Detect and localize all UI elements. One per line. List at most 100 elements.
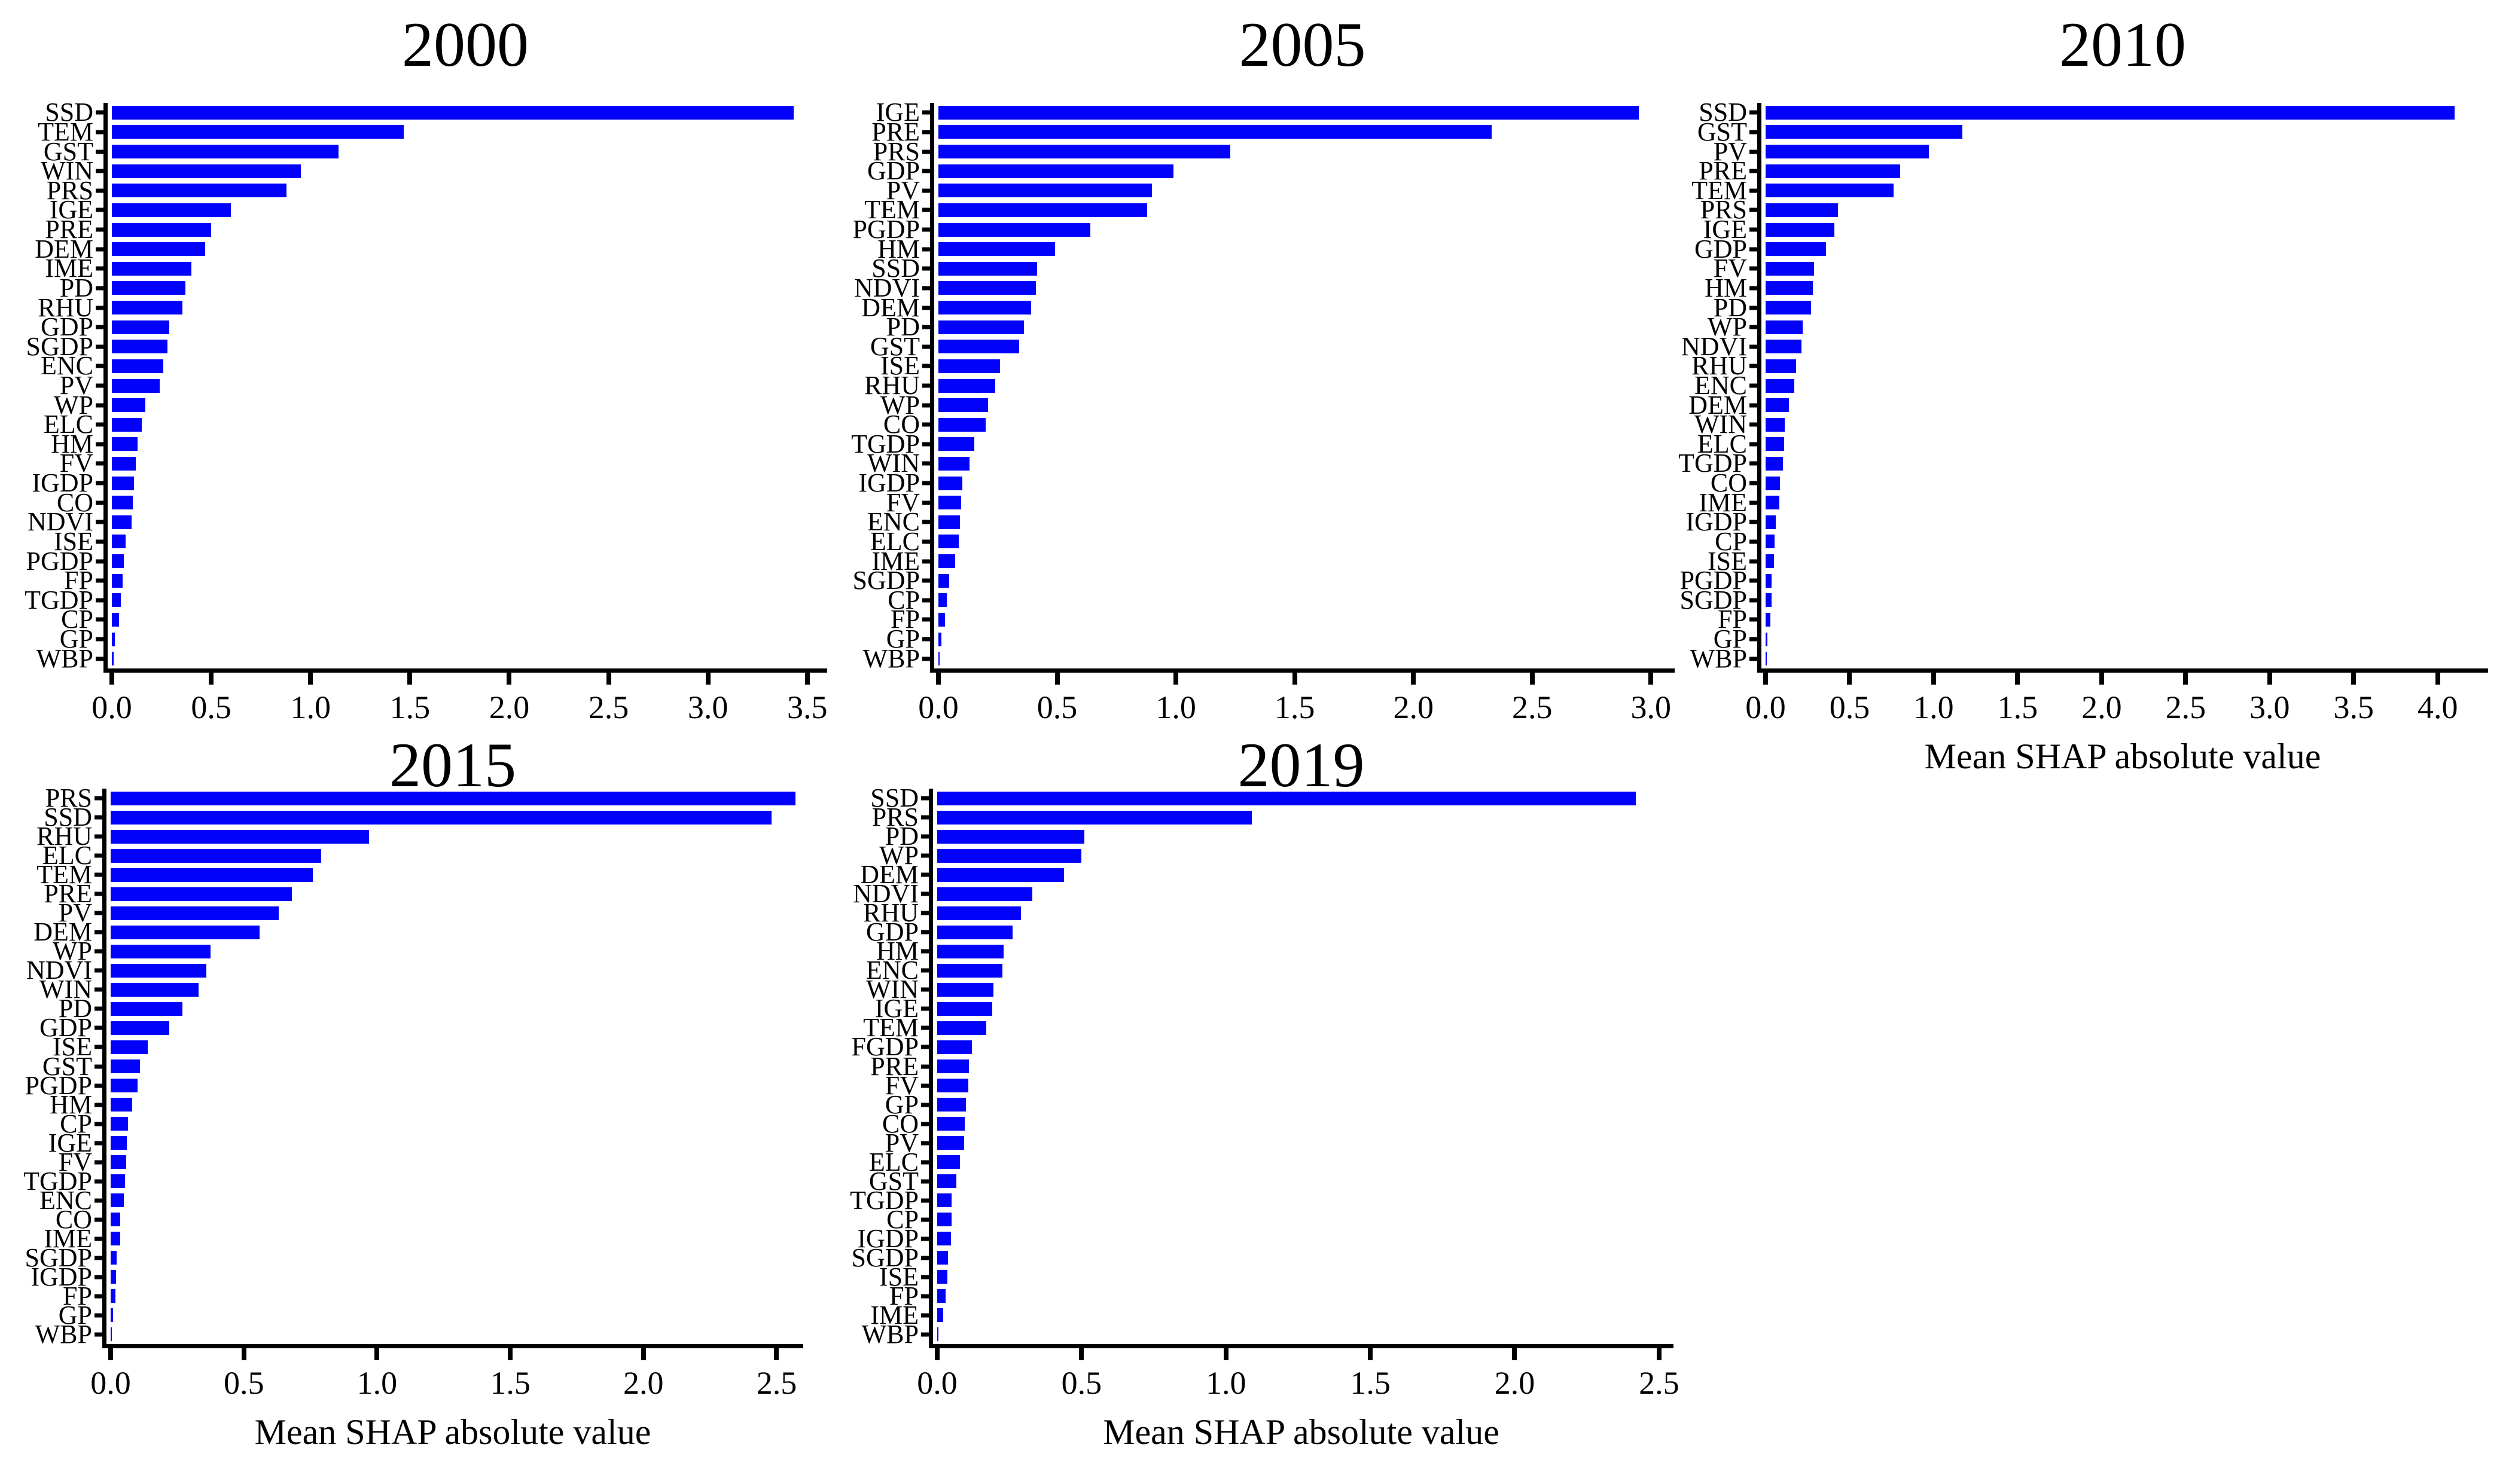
y-tick-mark <box>94 1122 106 1126</box>
y-tick-label-dem: DEM <box>33 917 92 947</box>
bar-igdp <box>938 477 962 490</box>
y-tick-label-fp: FP <box>1718 604 1747 634</box>
bar-tgdp <box>111 1174 125 1188</box>
y-tick-mark <box>922 266 934 271</box>
y-tick-label-wbp: WBP <box>1690 643 1747 673</box>
bar-enc <box>112 359 163 373</box>
y-tick-label-pre: PRE <box>45 215 93 245</box>
y-tick-mark <box>94 968 106 973</box>
y-tick-label-pgdp: PGDP <box>852 215 920 245</box>
x-tick-mark <box>1512 1344 1517 1360</box>
y-tick-mark <box>921 1256 933 1260</box>
bar-ise <box>938 359 1000 373</box>
y-tick-mark <box>94 949 106 954</box>
bar-pd <box>937 830 1084 844</box>
y-tick-mark <box>921 1103 933 1107</box>
bar-fv <box>112 457 136 471</box>
y-tick-mark <box>1749 500 1761 505</box>
bar-pd <box>112 281 185 295</box>
x-tick-mark <box>109 668 114 685</box>
y-tick-label-fv: FV <box>885 1070 919 1100</box>
bar-ige <box>1766 223 1834 237</box>
y-tick-mark <box>921 911 933 915</box>
y-tick-mark <box>922 578 934 583</box>
y-tick-mark <box>1749 266 1761 271</box>
y-tick-label-pgdp: PGDP <box>25 1070 93 1100</box>
bar-cp <box>111 1117 128 1131</box>
bar-rhu <box>1766 359 1796 373</box>
y-tick-label-ime: IME <box>870 1300 919 1330</box>
y-tick-mark <box>94 1006 106 1011</box>
bar-dem <box>1766 398 1789 412</box>
y-tick-label-rhu: RHU <box>38 292 93 322</box>
bar-win <box>1766 418 1785 432</box>
y-tick-mark <box>1749 539 1761 544</box>
bar-cp <box>937 1213 952 1226</box>
y-tick-label-elc: ELC <box>42 841 92 871</box>
y-tick-mark <box>921 1025 933 1030</box>
y-tick-mark <box>922 539 934 544</box>
y-tick-mark <box>922 149 934 154</box>
x-tick-mark <box>1648 668 1654 685</box>
y-tick-mark <box>921 1179 933 1184</box>
y-tick-label-co: CO <box>55 1204 92 1234</box>
bar-tem <box>111 868 313 882</box>
y-tick-mark <box>96 403 108 408</box>
x-tick-label: 0.5 <box>191 689 231 725</box>
y-tick-label-wbp: WBP <box>36 643 93 673</box>
bar-win <box>112 164 301 178</box>
y-tick-label-prs: PRS <box>46 175 93 205</box>
bar-gdp <box>937 926 1013 939</box>
y-tick-label-ige: IGE <box>48 1128 92 1158</box>
y-tick-mark <box>96 364 108 368</box>
y-tick-label-wp: WP <box>880 390 920 420</box>
y-tick-mark <box>921 815 933 820</box>
bar-hm <box>1766 281 1813 295</box>
y-tick-mark <box>96 306 108 310</box>
bar-pv <box>111 906 279 920</box>
bar-gp <box>1766 633 1767 646</box>
y-tick-mark <box>96 325 108 329</box>
y-tick-mark <box>921 1006 933 1011</box>
y-tick-mark <box>921 796 933 801</box>
y-tick-mark <box>921 891 933 896</box>
y-tick-mark <box>922 520 934 524</box>
y-tick-label-elc: ELC <box>868 1147 919 1177</box>
y-tick-mark <box>1749 520 1761 524</box>
y-tick-label-gdp: GDP <box>867 156 920 186</box>
bar-ssd <box>111 811 772 825</box>
y-tick-mark <box>921 1122 933 1126</box>
y-tick-mark <box>96 227 108 232</box>
plot-area-2015: PRS SSD RHU ELC TEM PRE PV DEM WP NDVI WIN PD GDP ISE… <box>23 785 803 1399</box>
bar-fv <box>111 1155 126 1169</box>
bar-pgdp <box>938 223 1090 237</box>
y-tick-mark <box>96 344 108 349</box>
bar-dem <box>938 301 1031 314</box>
y-tick-label-igdp: IGDP <box>31 1262 92 1291</box>
y-tick-mark <box>922 344 934 349</box>
y-tick-mark <box>922 559 934 564</box>
y-tick-mark <box>1749 617 1761 622</box>
y-tick-label-gst: GST <box>43 136 93 166</box>
y-tick-label-cp: CP <box>888 585 920 615</box>
y-tick-label-tgdp: TGDP <box>850 1185 919 1215</box>
y-tick-mark <box>96 656 108 661</box>
y-tick-label-pd: PD <box>1713 292 1747 322</box>
bar-hm <box>112 437 138 451</box>
bar-fp <box>937 1289 946 1303</box>
y-tick-label-pd: PD <box>885 822 919 851</box>
y-tick-label-ime: IME <box>44 1223 92 1253</box>
bar-wp <box>937 849 1081 863</box>
x-tick-label: 0.5 <box>1829 689 1870 725</box>
y-tick-mark <box>96 637 108 642</box>
chart-2005: 2005 IGE PRE PRS GDP PV TEM PGDP HM SSD NDVI DEM PD… <box>851 13 1675 723</box>
y-tick-label-gdp: GDP <box>865 917 919 947</box>
bar-fv <box>937 1079 968 1092</box>
bar-ise <box>937 1270 947 1284</box>
y-tick-label-hm: HM <box>51 429 93 459</box>
bar-enc <box>938 515 960 529</box>
y-tick-mark <box>922 364 934 368</box>
y-tick-mark <box>94 1294 106 1299</box>
bar-hm <box>938 242 1055 256</box>
